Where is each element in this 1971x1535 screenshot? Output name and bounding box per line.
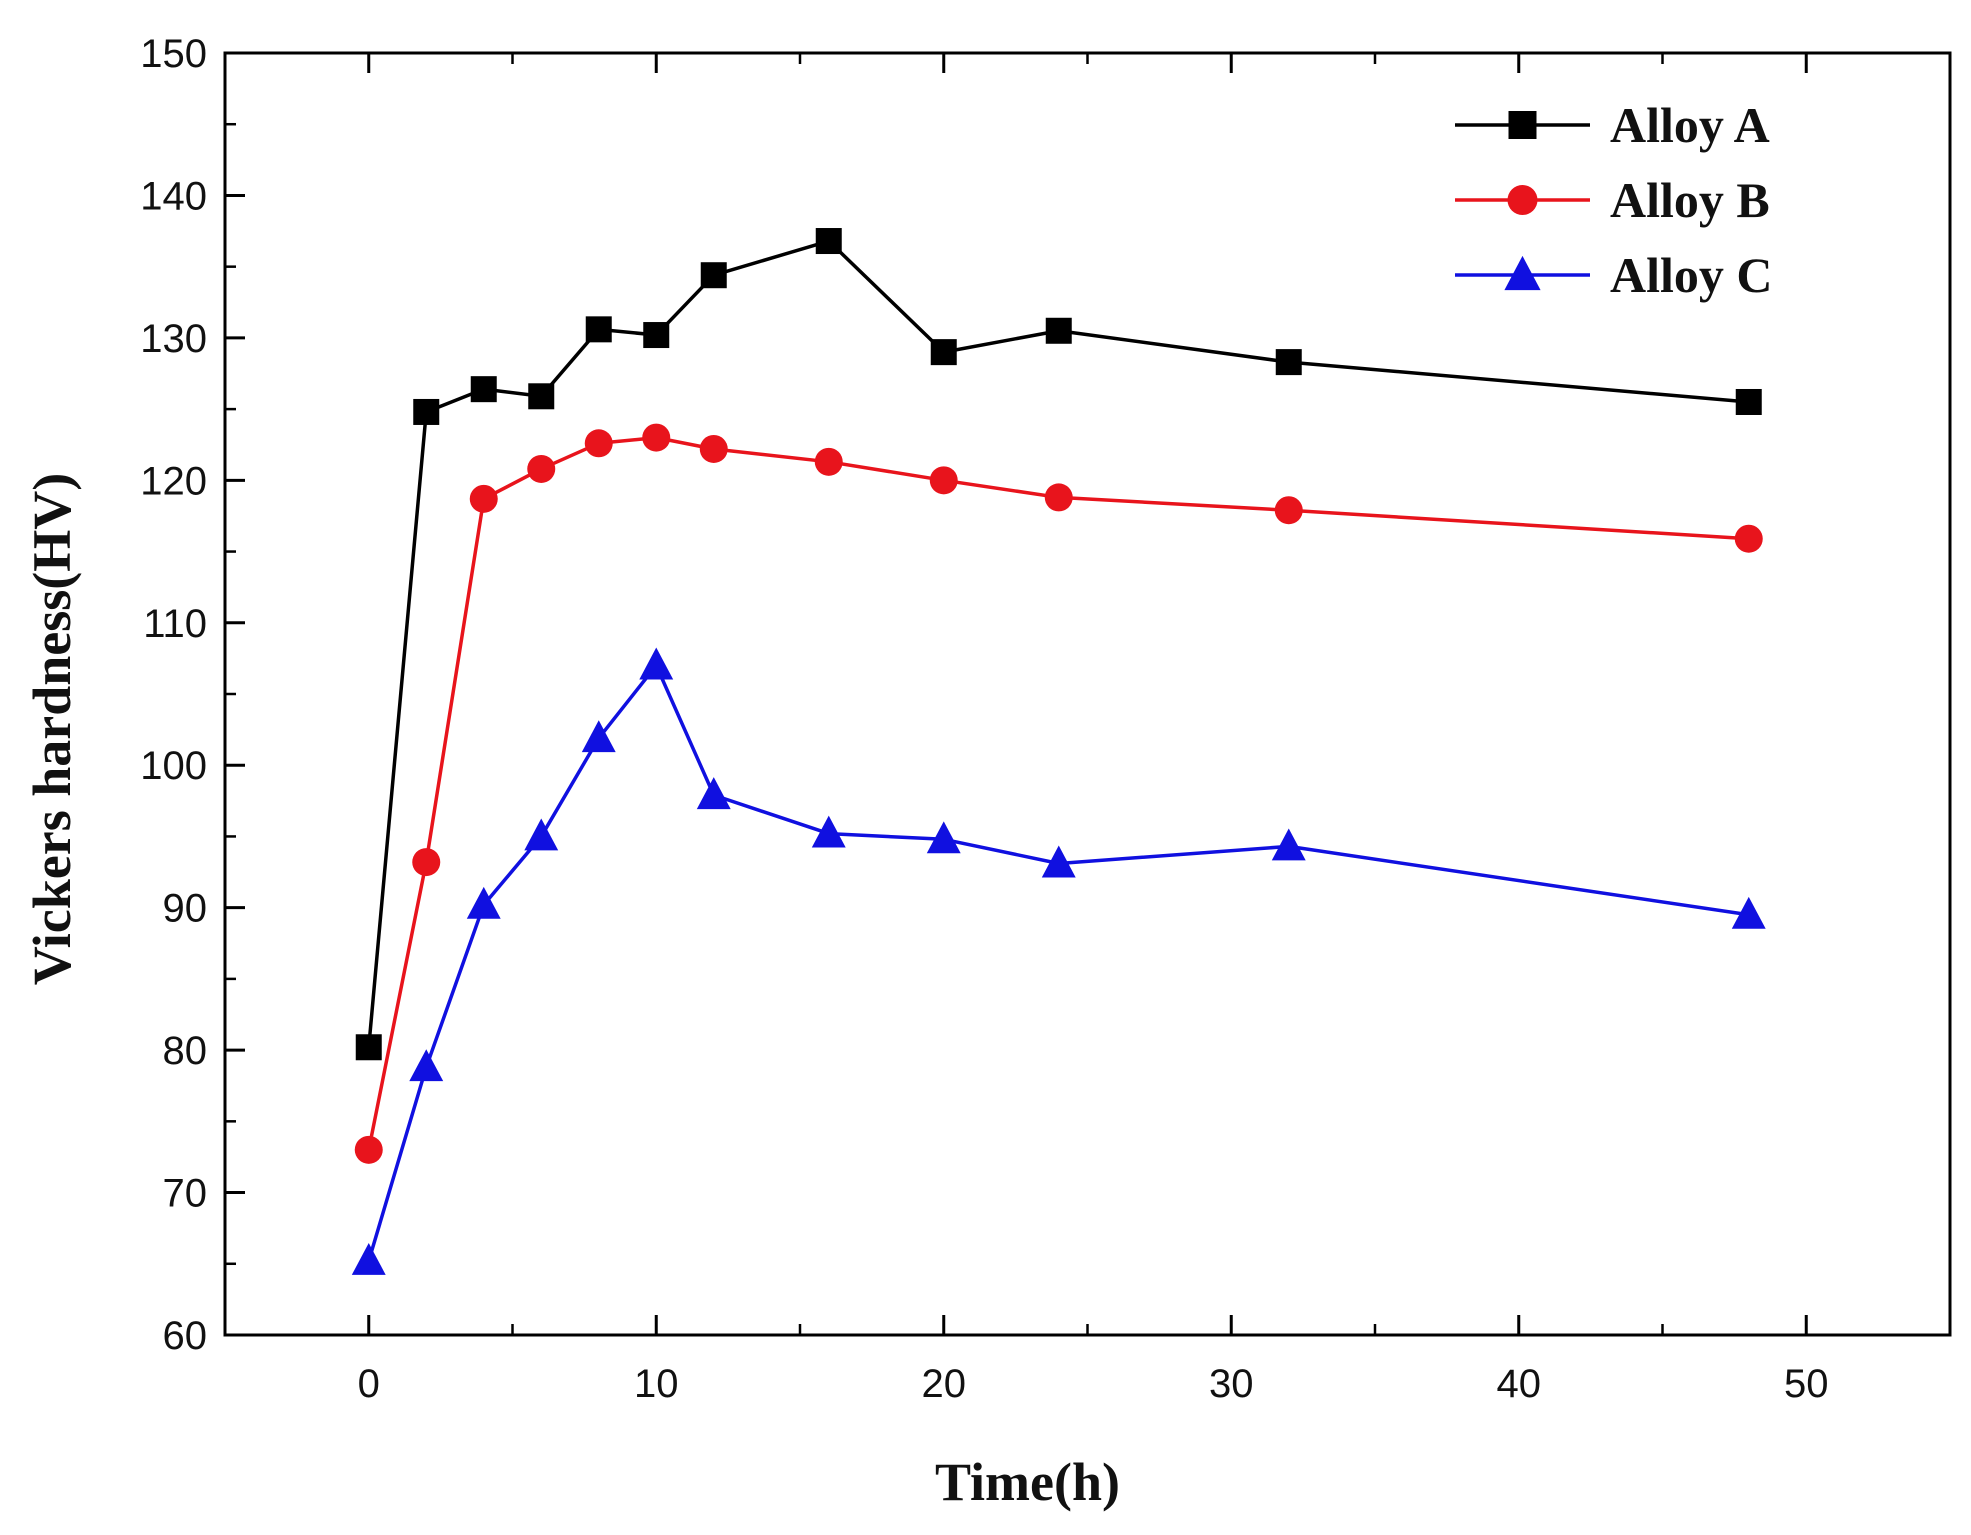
data-point: [466, 886, 501, 919]
legend-item: Alloy B: [1455, 172, 1770, 228]
x-tick-label: 10: [634, 1362, 679, 1406]
y-tick-label: 60: [163, 1314, 208, 1358]
data-point: [929, 466, 958, 495]
data-point: [527, 454, 556, 483]
y-tick-label: 100: [140, 744, 207, 788]
data-point: [926, 821, 961, 854]
data-point: [1045, 317, 1072, 344]
data-point: [413, 398, 440, 425]
data-point: [355, 1034, 382, 1061]
data-point: [1275, 349, 1302, 376]
legend-marker: [1508, 111, 1537, 139]
data-point: [1734, 524, 1763, 553]
legend-item: Alloy C: [1455, 247, 1773, 303]
y-tick-label: 150: [140, 32, 207, 76]
legend-marker: [1504, 255, 1541, 291]
plot-frame: [223, 51, 1952, 1337]
y-tick-label: 80: [163, 1029, 208, 1073]
data-point: [1735, 388, 1762, 415]
series-alloy-a: [355, 228, 1762, 1061]
data-point: [1044, 483, 1073, 512]
x-tick-label: 20: [922, 1362, 967, 1406]
data-point: [700, 262, 727, 289]
data-point: [930, 339, 957, 366]
x-tick-label: 50: [1784, 1362, 1829, 1406]
legend-item: Alloy A: [1455, 97, 1770, 153]
x-axis-title: Time(h): [935, 1452, 1120, 1512]
data-point: [1041, 845, 1076, 878]
x-tick-label: 30: [1209, 1362, 1254, 1406]
data-point: [642, 423, 671, 452]
data-point: [643, 322, 670, 349]
legend-label: Alloy C: [1610, 247, 1773, 303]
data-point: [469, 484, 498, 513]
data-point: [814, 447, 843, 476]
data-point: [409, 1049, 444, 1082]
y-tick-label: 70: [163, 1172, 208, 1216]
y-tick-label: 130: [140, 317, 207, 361]
labels-layer: 0 10 20 30 40 50 60 70 80 90 100 110 120 130 140 150: [140, 32, 1828, 1406]
y-tick-label: 140: [140, 174, 207, 218]
data-point: [528, 383, 555, 410]
data-point: [354, 1135, 383, 1164]
x-tick-label: 0: [358, 1362, 380, 1406]
series-line: [367, 663, 1750, 1262]
data-point: [412, 848, 441, 877]
data-point: [1274, 496, 1303, 525]
y-axis-title: Vickers hardness(HV): [22, 473, 82, 985]
data-point: [699, 434, 728, 463]
data-point: [585, 316, 612, 343]
data-point: [351, 1242, 386, 1275]
data-point: [639, 647, 674, 680]
legend-label: Alloy A: [1610, 97, 1770, 153]
data-point: [1731, 896, 1766, 929]
data-point: [584, 429, 613, 458]
series-line: [367, 435, 1749, 1151]
y-tick-label: 120: [140, 459, 207, 503]
data-point: [811, 815, 846, 848]
data-point: [696, 777, 731, 810]
data-point: [470, 376, 497, 403]
y-tick-label: 110: [143, 602, 207, 646]
legend-label: Alloy B: [1610, 172, 1770, 228]
y-tick-label: 90: [163, 887, 208, 931]
legend: Alloy A Alloy B Alloy C: [1455, 97, 1773, 303]
data-point: [581, 720, 616, 753]
data-point: [815, 228, 842, 255]
x-tick-label: 40: [1497, 1362, 1542, 1406]
series-alloy-c: [351, 647, 1766, 1275]
legend-marker: [1507, 185, 1538, 215]
data-point: [1271, 828, 1306, 861]
series-layer: [351, 228, 1766, 1275]
series-alloy-b: [354, 423, 1763, 1164]
data-point: [524, 818, 559, 851]
